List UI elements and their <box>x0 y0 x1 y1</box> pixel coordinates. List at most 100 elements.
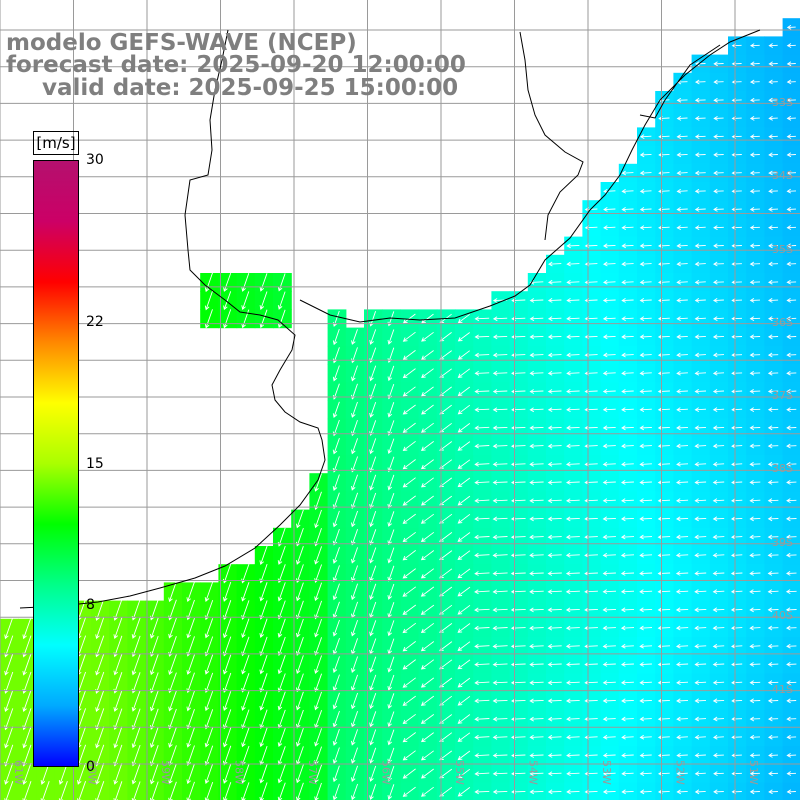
wind-arrow <box>277 291 286 310</box>
wind-arrow <box>749 316 761 321</box>
wind-arrow <box>314 782 322 800</box>
wind-arrow <box>369 656 377 673</box>
wind-arrow <box>621 680 634 686</box>
wind-arrow <box>785 607 797 613</box>
wind-arrow <box>529 298 544 303</box>
wind-arrow <box>457 750 471 761</box>
wind-arrow <box>420 695 435 706</box>
wind-arrow <box>332 328 340 346</box>
wind-arrow <box>529 680 544 686</box>
wind-arrow <box>713 79 724 85</box>
wind-arrow <box>420 786 434 797</box>
wind-arrow <box>786 316 797 321</box>
wind-arrow <box>786 753 797 758</box>
wind-arrow <box>767 425 779 431</box>
wind-arrow <box>639 461 652 467</box>
wind-arrow <box>749 425 761 431</box>
wind-arrow <box>113 653 123 676</box>
wind-arrow <box>474 352 490 358</box>
wind-arrow <box>602 461 616 467</box>
wind-arrow <box>402 422 416 433</box>
wind-arrow <box>694 698 707 704</box>
wind-arrow <box>168 727 177 748</box>
wind-arrow <box>241 782 250 800</box>
wind-arrow <box>621 298 634 303</box>
wind-arrow <box>621 261 634 267</box>
wind-arrow <box>420 659 435 670</box>
wind-arrow <box>657 680 671 686</box>
wind-arrow <box>712 716 725 722</box>
wind-arrow <box>402 513 416 524</box>
wind-arrow <box>566 298 580 303</box>
wind-arrow <box>749 461 761 467</box>
wind-arrow <box>786 134 796 139</box>
wind-arrow <box>639 170 652 176</box>
wind-arrow <box>676 298 688 303</box>
wind-arrow <box>639 298 652 303</box>
wind-arrow <box>768 734 779 740</box>
wind-arrow <box>295 782 304 800</box>
wind-arrow <box>204 654 214 675</box>
wind-arrow <box>712 698 725 704</box>
wind-arrow <box>387 511 395 527</box>
wind-arrow <box>529 789 544 795</box>
wind-arrow <box>749 734 761 740</box>
wind-arrow <box>749 261 761 267</box>
wind-arrow <box>332 565 340 583</box>
wind-arrow <box>402 586 417 597</box>
wind-arrow <box>387 329 395 345</box>
wind-arrow <box>620 571 635 576</box>
wind-arrow <box>492 716 508 722</box>
wind-arrow <box>767 370 779 376</box>
wind-arrow <box>749 79 760 85</box>
wind-arrow <box>675 589 689 595</box>
wind-arrow <box>351 783 359 800</box>
wind-arrow <box>639 625 653 631</box>
wind-arrow <box>457 532 471 542</box>
wind-arrow <box>241 291 250 311</box>
wind-arrow <box>492 771 508 777</box>
wind-arrow <box>222 763 232 784</box>
wind-arrow <box>785 589 797 594</box>
wind-arrow <box>602 316 616 322</box>
wind-arrow <box>768 134 778 139</box>
wind-arrow <box>749 480 761 485</box>
wind-arrow <box>639 734 652 740</box>
wind-arrow <box>420 622 435 634</box>
wind-arrow <box>676 207 688 212</box>
wind-arrow <box>621 498 634 504</box>
wind-arrow <box>566 443 580 449</box>
longitude-label: 53W <box>600 760 613 785</box>
wind-arrow <box>387 747 395 764</box>
wind-arrow <box>387 729 395 746</box>
wind-arrow <box>457 768 471 779</box>
wind-arrow <box>457 787 471 797</box>
wind-arrow <box>259 545 268 566</box>
wind-arrow <box>421 350 434 360</box>
wind-arrow <box>420 550 435 561</box>
wind-arrow <box>351 474 359 491</box>
wind-arrow <box>694 771 706 777</box>
wind-arrow <box>95 617 105 640</box>
wind-arrow <box>657 516 671 522</box>
wind-arrow <box>565 589 580 595</box>
wind-arrow <box>694 552 707 558</box>
wind-arrow <box>639 152 652 158</box>
wind-arrow <box>547 643 562 649</box>
wind-arrow <box>639 480 652 485</box>
wind-arrow <box>186 727 195 748</box>
wind-arrow <box>749 352 761 358</box>
wind-arrow <box>694 425 707 431</box>
wind-arrow <box>547 625 562 631</box>
wind-arrow <box>332 365 340 382</box>
wind-arrow <box>767 698 779 704</box>
wind-arrow <box>565 461 580 467</box>
wind-arrow <box>676 116 688 121</box>
wind-arrow <box>749 589 761 595</box>
wind-arrow <box>457 350 470 360</box>
wind-arrow <box>786 225 797 230</box>
wind-arrow <box>602 480 616 485</box>
wind-arrow <box>694 134 706 139</box>
wind-arrow <box>387 711 395 728</box>
wind-arrow <box>241 654 250 675</box>
